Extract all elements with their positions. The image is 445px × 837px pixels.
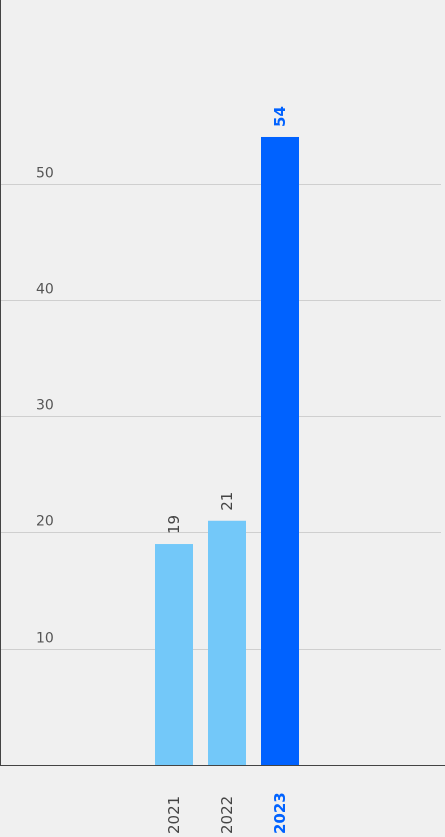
bar-2023 — [261, 136, 299, 766]
data-label-2023: 54 — [271, 106, 289, 127]
y-tick-label-50: 50 — [36, 166, 54, 182]
bar-2022 — [208, 520, 246, 765]
category-label-2023: 2023 — [271, 792, 289, 834]
y-tick-label-30: 30 — [36, 398, 54, 414]
category-label-2021: 2021 — [165, 796, 183, 834]
category-label-2022: 2022 — [218, 796, 236, 834]
category-labels: 2021 2022 2023 — [165, 792, 289, 834]
y-tick-label-40: 40 — [36, 282, 54, 298]
bar-2021 — [155, 544, 193, 765]
data-labels: 19 21 54 — [165, 106, 289, 534]
data-label-2022: 21 — [218, 492, 236, 511]
data-label-2021: 19 — [165, 515, 183, 534]
y-tick-label-20: 20 — [36, 514, 54, 530]
y-tick-label-10: 10 — [36, 631, 54, 647]
bars — [155, 136, 299, 766]
